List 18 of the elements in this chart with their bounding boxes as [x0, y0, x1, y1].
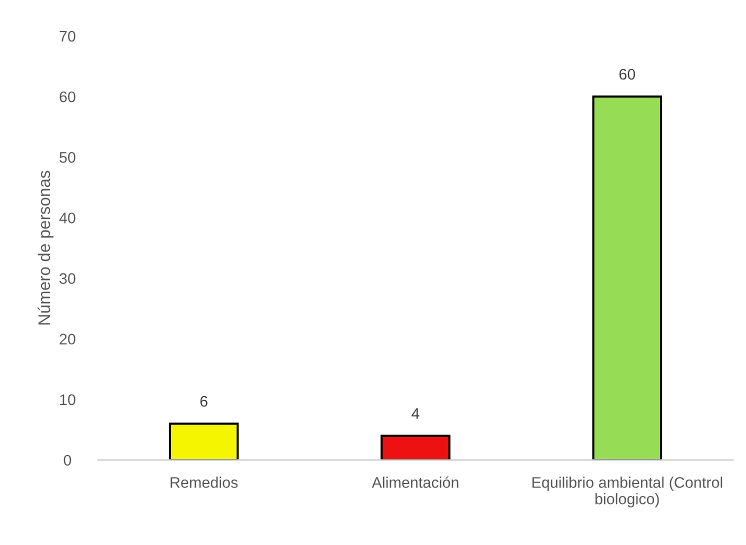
- bar: [380, 434, 450, 460]
- y-tick-label: 30: [60, 273, 76, 284]
- x-tick-label: Equilibrio ambiental (Control biologico): [532, 476, 722, 508]
- bar: [592, 96, 662, 460]
- y-tick-label: 40: [59, 212, 76, 224]
- data-label: 4: [412, 408, 420, 419]
- y-tick-label: 60: [60, 91, 76, 102]
- y-tick-label: 0: [64, 454, 72, 466]
- data-label: 60: [619, 68, 636, 80]
- y-tick-label: 10: [60, 394, 76, 406]
- bar: [168, 422, 239, 460]
- y-tick-label: 20: [60, 334, 76, 345]
- data-label: 6: [200, 396, 208, 407]
- y-tick-label: 70: [60, 30, 76, 42]
- x-tick-label: Alimentación: [372, 476, 458, 488]
- y-axis-title: Número de personas: [38, 170, 54, 324]
- x-tick-label: Remedios: [170, 476, 238, 488]
- y-tick-label: 50: [60, 152, 76, 163]
